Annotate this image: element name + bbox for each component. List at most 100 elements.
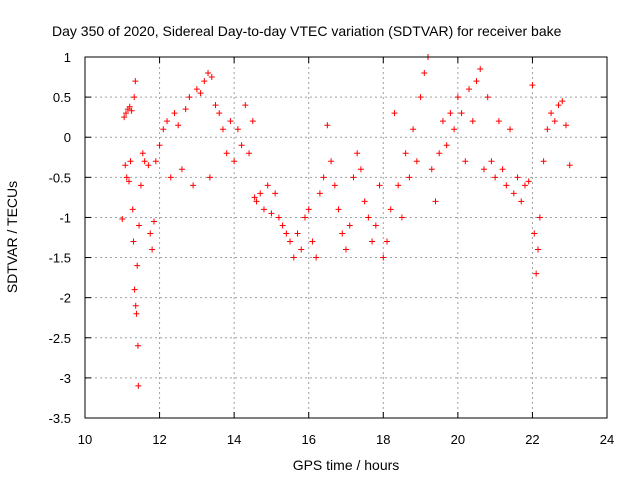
y-axis-ticks: 1 0.5 0 -0.5 -1 -1.5 -2 -2.5 -3 -3.5 <box>49 50 607 426</box>
data-point <box>123 110 130 117</box>
data-point <box>290 254 297 261</box>
data-point <box>406 174 413 181</box>
data-point <box>164 118 171 125</box>
data-point <box>147 230 154 237</box>
data-point <box>135 382 142 389</box>
data-point <box>548 110 555 117</box>
y-tick-label: 1 <box>64 50 71 65</box>
data-point <box>193 86 200 93</box>
data-point <box>242 102 249 109</box>
data-point <box>305 206 312 213</box>
data-point <box>257 190 264 197</box>
data-point <box>521 182 528 189</box>
data-point <box>301 214 308 221</box>
data-point <box>251 194 258 201</box>
x-axis-ticks: 10 12 14 16 18 20 22 24 <box>78 57 614 447</box>
data-point <box>137 182 144 189</box>
data-point <box>466 86 473 93</box>
data-point <box>132 302 139 309</box>
data-point <box>268 210 275 217</box>
data-point <box>439 118 446 125</box>
data-point <box>398 214 405 221</box>
data-point <box>413 158 420 165</box>
data-point <box>346 222 353 229</box>
data-point <box>249 118 256 125</box>
x-tick-label: 22 <box>525 432 539 447</box>
data-point <box>132 78 139 85</box>
data-point <box>231 158 238 165</box>
data-point <box>536 214 543 221</box>
data-point <box>551 118 558 125</box>
data-point <box>343 246 349 253</box>
x-tick-label: 20 <box>451 432 465 447</box>
data-point <box>234 126 241 133</box>
data-point <box>484 94 491 101</box>
data-point <box>150 218 157 225</box>
y-axis-label: SDTVAR / TECUs <box>4 181 20 293</box>
data-point <box>480 166 487 173</box>
data-point <box>369 238 376 245</box>
chart-title: Day 350 of 2020, Sidereal Day-to-day VTE… <box>52 23 562 39</box>
data-point <box>175 122 182 129</box>
y-tick-label: 0.5 <box>53 90 71 105</box>
data-point <box>380 254 387 261</box>
data-point <box>171 110 178 117</box>
x-axis-label: GPS time / hours <box>293 457 400 473</box>
data-point <box>361 198 368 205</box>
data-point <box>499 166 506 173</box>
data-point <box>127 158 134 165</box>
data-point <box>559 98 566 105</box>
data-point <box>208 74 215 81</box>
data-point <box>462 158 469 165</box>
data-point <box>410 126 417 133</box>
data-point <box>152 158 159 165</box>
data-point <box>514 174 521 181</box>
data-point <box>443 142 450 149</box>
data-point <box>122 162 129 169</box>
data-point <box>421 70 428 77</box>
y-tick-label: -1 <box>59 210 71 225</box>
data-point <box>328 158 335 165</box>
data-point <box>272 190 279 197</box>
data-point <box>121 114 128 121</box>
data-point <box>316 190 323 197</box>
data-point <box>535 246 542 253</box>
data-point <box>357 166 364 173</box>
data-point <box>376 182 383 189</box>
data-point <box>417 94 424 101</box>
data-point <box>253 198 260 205</box>
data-point <box>387 206 394 213</box>
data-point <box>432 198 439 205</box>
data-point <box>335 206 342 213</box>
data-point <box>205 70 212 77</box>
y-tick-label: 0 <box>64 130 71 145</box>
data-point <box>216 110 223 117</box>
x-tick-label: 12 <box>152 432 166 447</box>
data-point <box>227 118 234 125</box>
data-point <box>126 103 133 110</box>
data-point <box>219 126 226 133</box>
data-point <box>238 142 245 149</box>
data-point <box>131 286 138 293</box>
data-point <box>178 166 185 173</box>
data-point <box>186 94 193 101</box>
data-point <box>260 206 267 213</box>
x-tick-label: 18 <box>376 432 390 447</box>
data-point <box>339 230 346 237</box>
x-tick-label: 14 <box>227 432 241 447</box>
data-point <box>141 158 148 165</box>
data-point <box>133 310 140 317</box>
data-point <box>134 262 141 269</box>
data-point <box>139 150 146 157</box>
data-point <box>531 230 538 237</box>
data-point <box>223 150 230 157</box>
data-point <box>525 178 532 185</box>
data-point <box>477 66 484 73</box>
y-tick-label: -0.5 <box>49 170 71 185</box>
data-point <box>160 126 167 133</box>
y-tick-label: -3.5 <box>49 411 71 426</box>
data-point <box>324 122 331 129</box>
data-point <box>562 122 569 129</box>
data-point <box>182 106 189 113</box>
data-point <box>354 150 361 157</box>
